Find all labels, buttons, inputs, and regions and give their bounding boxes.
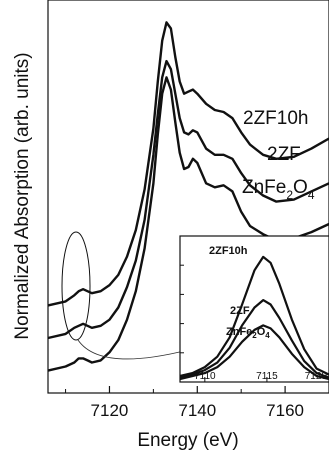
x-tick-label-7120: 7120 (91, 401, 129, 420)
inset-label-2zf: 2ZF (230, 305, 250, 317)
inset-plot: 7110 7115 7120 2ZF10h 2ZF ZnFe2O4 (179, 235, 329, 383)
main-x-ticks: 7120 7140 7160 (65, 386, 329, 420)
label-2zf: 2ZF (267, 144, 301, 165)
inset-x-tick-label-7110: 7110 (194, 371, 216, 382)
main-series-group (47, 21, 329, 372)
x-tick-label-7160: 7160 (266, 401, 304, 420)
inset-x-ticks: 7110 7115 7120 (180, 264, 329, 382)
label-znfe2o4: ZnFe2O4 (242, 177, 315, 202)
inset-label-znfe2o4-part2: O (257, 326, 266, 338)
inset-label-znfe2o4: ZnFe2O4 (226, 326, 270, 340)
pre-edge-highlight-ellipse (61, 231, 91, 341)
main-plot-frame (47, 0, 329, 394)
x-axis-title: Energy (eV) (137, 430, 238, 450)
label-znfe2o4-part2: O (293, 177, 308, 198)
inset-x-tick-label-7115: 7115 (256, 371, 278, 382)
inset-series-group (179, 255, 329, 381)
series-line-2zf (47, 59, 329, 340)
y-axis-title: Normalized Absorption (arb. units) (12, 52, 33, 339)
inset-x-tick-label-7120: 7120 (305, 371, 328, 382)
inset-series-line-2zf10h (179, 255, 329, 378)
inset-series-line-2zf (179, 299, 329, 379)
label-2zf10h: 2ZF10h (243, 108, 308, 129)
inset-label-znfe2o4-part1: ZnFe (226, 326, 252, 338)
series-line-2zf10h (47, 21, 329, 307)
label-znfe2o4-sub2: 4 (308, 188, 315, 202)
series-line-znfe2o4 (47, 76, 329, 372)
inset-series-line-znfe2o4 (179, 324, 329, 381)
inset-label-2zf10h: 2ZF10h (209, 245, 248, 257)
inset-label-znfe2o4-sub1: 2 (252, 331, 257, 340)
label-znfe2o4-part1: ZnFe (242, 177, 286, 198)
main-plot: 7120 7140 7160 Energy (eV) Normalized Abso… (12, 0, 329, 450)
x-tick-label-7140: 7140 (178, 401, 216, 420)
inset-label-znfe2o4-sub2: 4 (265, 331, 270, 340)
inset-connector-arc (77, 339, 189, 360)
label-znfe2o4-sub1: 2 (286, 188, 293, 202)
